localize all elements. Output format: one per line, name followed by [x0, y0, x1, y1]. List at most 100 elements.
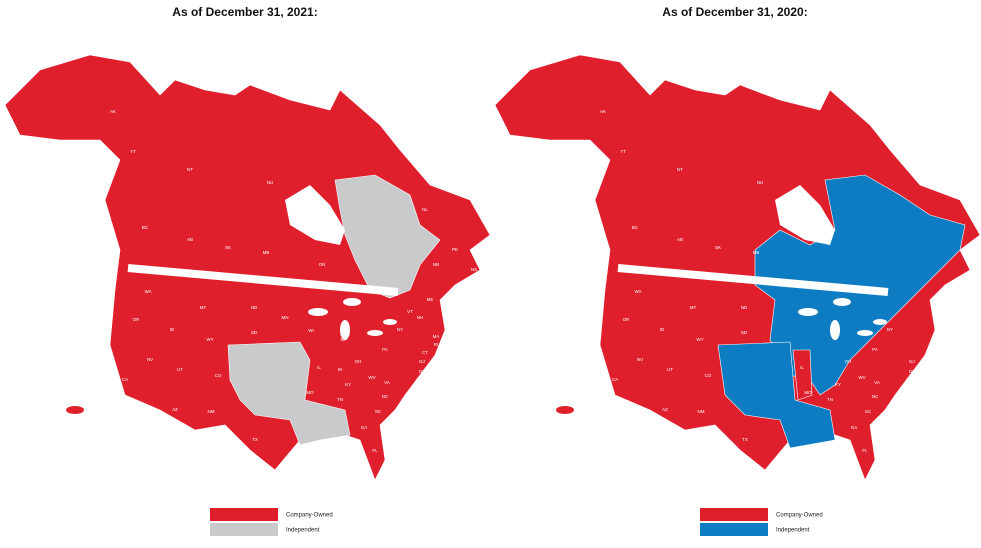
region-label: CA: [612, 377, 618, 382]
border-gap: [127, 264, 399, 296]
region-label: VA: [874, 380, 880, 385]
region-label: SK: [225, 245, 231, 250]
region-label: MD: [907, 377, 915, 382]
legend-swatch: [210, 523, 278, 536]
region-label: MT: [690, 305, 697, 310]
region-label: VT: [407, 309, 413, 314]
region-label: PE: [452, 247, 458, 252]
lake: [367, 330, 383, 336]
region-label: MA: [433, 334, 440, 339]
region-label: TX: [742, 437, 748, 442]
region-label: HI: [548, 407, 553, 412]
region-label: ND: [741, 305, 748, 310]
region-label: IL: [317, 365, 321, 370]
region-label: AK: [110, 109, 116, 114]
region-label: AZ: [662, 407, 668, 412]
region-label: RI: [434, 342, 439, 347]
region-label: MT: [200, 305, 207, 310]
region-label: NL: [422, 207, 428, 212]
region-label: CT: [422, 350, 428, 355]
region-label: NY: [887, 327, 893, 332]
map-panel: As of December 31, 2021: AK YT NT NU BC AB SK MB…: [4, 5, 491, 536]
legend-swatch: [210, 508, 278, 521]
region-label: TN: [337, 397, 343, 402]
region-label: NT: [677, 167, 683, 172]
region-label: ON: [319, 262, 326, 267]
region-label: YT: [620, 149, 626, 154]
region-label: AB: [677, 237, 683, 242]
region-label: NH: [417, 315, 424, 320]
lake: [798, 308, 818, 316]
region-label: MO: [804, 390, 812, 395]
lake: [873, 319, 887, 325]
lake: [833, 298, 851, 306]
region-label: BC: [142, 225, 149, 230]
region-label: ID: [170, 327, 175, 332]
region-label: OR: [133, 317, 141, 322]
legend-swatch: [700, 508, 768, 521]
region-label: NM: [208, 409, 215, 414]
legend-label: Company-Owned: [286, 513, 333, 519]
region-label: FL: [862, 448, 868, 453]
region-label: ME: [427, 297, 434, 302]
region-label: MD: [417, 377, 425, 382]
region-label: FL: [372, 448, 378, 453]
region-label: SK: [715, 245, 721, 250]
region-label: SC: [375, 409, 382, 414]
legend-label: Independent: [286, 528, 320, 534]
region-label: AZ: [172, 407, 178, 412]
region-label: DE: [419, 369, 425, 374]
lake: [857, 330, 873, 336]
region-label: ND: [251, 305, 258, 310]
region-label: CO: [705, 373, 712, 378]
region-label: NB: [433, 262, 439, 267]
region-label: IN: [338, 367, 343, 372]
region-label: WY: [696, 337, 703, 342]
map-panel: As of December 31, 2020: AK YT NT NU BC AB SK MB…: [494, 5, 981, 536]
region-label: NT: [187, 167, 193, 172]
region-label: SD: [741, 330, 748, 335]
region-label: AB: [187, 237, 193, 242]
independent-region: [334, 174, 441, 299]
region-label: BC: [632, 225, 639, 230]
hudson-bay: [285, 185, 345, 245]
region-label: NJ: [419, 359, 425, 364]
hudson-bay: [775, 185, 835, 245]
region-label: MB: [263, 250, 270, 255]
region-label: WV: [858, 375, 865, 380]
region-label: ID: [660, 327, 665, 332]
region-label: NV: [637, 357, 643, 362]
map-title: As of December 31, 2020:: [662, 5, 807, 19]
legend-swatch: [700, 523, 768, 536]
region-label: CO: [215, 373, 222, 378]
region-label: NC: [382, 394, 389, 399]
region-label: WY: [206, 337, 213, 342]
hawaii: [556, 406, 574, 414]
region-label: VA: [384, 380, 390, 385]
legend-label: Company-Owned: [776, 513, 823, 519]
region-label: KY: [345, 382, 351, 387]
region-label: MO: [306, 390, 314, 395]
land: [494, 54, 981, 481]
region-label: NU: [267, 180, 274, 185]
legend-label: Independent: [776, 528, 810, 534]
lake: [383, 319, 397, 325]
region-label: MB: [753, 250, 760, 255]
map-title: As of December 31, 2021:: [172, 5, 317, 19]
region-label: NM: [698, 409, 705, 414]
region-label: MI: [341, 337, 346, 342]
region-label: NY: [397, 327, 403, 332]
lake: [308, 308, 328, 316]
region-label: NV: [147, 357, 153, 362]
region-label: SD: [251, 330, 258, 335]
region-label: GA: [851, 425, 858, 430]
region-label: OH: [355, 359, 362, 364]
region-label: NC: [872, 394, 879, 399]
border-gap: [617, 264, 889, 296]
region-label: PA: [872, 347, 878, 352]
region-label: OR: [623, 317, 631, 322]
region-label: WV: [368, 375, 375, 380]
independent-region: [227, 341, 351, 446]
